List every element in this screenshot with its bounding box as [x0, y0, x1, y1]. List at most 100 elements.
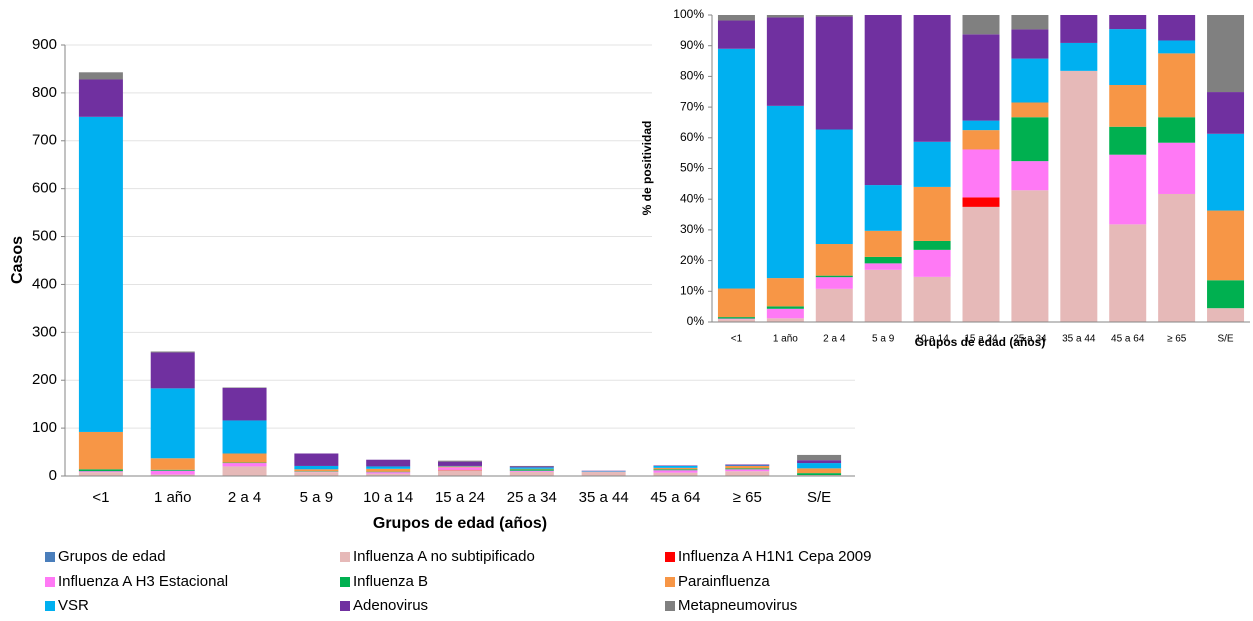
x-tick-label: 5 a 9 — [872, 334, 895, 345]
bar-segment — [717, 15, 755, 21]
x-tick-label: <1 — [731, 334, 743, 345]
bar-segment — [766, 17, 804, 106]
chart-panel: 0% 10% 20% 30% 40% 50% 60% 70% 80% 90% 100% <1 1 año… — [640, 0, 1253, 357]
bar-segment — [78, 72, 123, 80]
bar-segment — [962, 206, 1000, 322]
legend-label: Metapneumovirus — [678, 597, 797, 614]
legend-swatch — [340, 577, 350, 587]
bar-segment — [725, 471, 770, 476]
bar-segment — [150, 388, 195, 459]
bar-segment — [1158, 117, 1196, 143]
bar-segment — [78, 471, 123, 473]
bar-segment — [864, 185, 902, 231]
legend-swatch — [45, 552, 55, 562]
bar-segment — [962, 34, 1000, 121]
bar-segment — [766, 15, 804, 18]
x-tick-label: 45 a 64 — [1111, 334, 1145, 345]
bar-segment — [366, 468, 411, 472]
legend-swatch — [45, 601, 55, 611]
bar-segment — [1109, 29, 1147, 85]
bar-segment — [366, 459, 411, 467]
bar-segment — [815, 244, 853, 276]
x-tick-label: 15 a 24 — [435, 489, 485, 506]
bar-segment — [725, 469, 770, 472]
legend-swatch — [665, 577, 675, 587]
bar-segment — [653, 467, 698, 470]
bar-segment — [438, 467, 482, 470]
bar-segment — [150, 352, 195, 389]
bar-segment — [717, 288, 755, 318]
x-tick-label: 25 a 34 — [1013, 334, 1047, 345]
x-tick-label: 35 a 44 — [1062, 334, 1096, 345]
x-tick-label: 45 a 64 — [650, 489, 700, 506]
bar-segment — [1207, 133, 1245, 211]
bar-segment — [1207, 92, 1245, 134]
bar-segment — [913, 240, 951, 250]
bar-segment — [766, 318, 804, 322]
y-tick-label: 0% — [687, 314, 705, 328]
bar-segment — [581, 471, 626, 476]
bar-segment — [294, 469, 339, 472]
bar-segment — [1011, 58, 1049, 103]
bar-segment — [913, 276, 951, 322]
bar-segment — [1060, 15, 1098, 43]
bar-segment — [222, 466, 267, 476]
y-axis-title: Casos — [9, 236, 26, 284]
bar-segment — [1109, 224, 1147, 322]
bar-segment — [864, 15, 902, 186]
bar-segment — [913, 249, 951, 277]
bar-segment — [797, 460, 842, 464]
bar-segment — [366, 472, 411, 474]
x-tick-label: ≥ 65 — [733, 489, 762, 506]
legend-swatch — [45, 577, 55, 587]
bar-segment — [222, 387, 267, 421]
x-axis-title: Grupos de edad (años) — [373, 515, 547, 532]
bar-segment — [1158, 40, 1196, 54]
bar-segment — [222, 453, 267, 463]
y-tick-label: 0 — [49, 467, 57, 484]
y-tick-label: 80% — [680, 69, 704, 83]
bar-segment — [864, 269, 902, 322]
y-tick-label: 800 — [32, 84, 57, 101]
bar-segment — [150, 469, 195, 471]
bar-segment — [366, 473, 411, 476]
bar-segment — [864, 256, 902, 264]
y-tick-label: 30% — [680, 222, 704, 236]
legend-label: VSR — [58, 597, 89, 614]
bar-segment — [366, 466, 411, 469]
bar-segment — [78, 472, 123, 476]
bar-segment — [717, 319, 755, 322]
bar-segment — [78, 79, 123, 117]
legend-swatch — [665, 601, 675, 611]
x-tick-label: 1 año — [154, 489, 192, 506]
bar-segment — [913, 15, 951, 142]
bar-segment — [150, 470, 195, 475]
x-tick-label: 1 año — [773, 334, 798, 345]
bar-segment — [653, 470, 698, 473]
bar-segment — [766, 306, 804, 309]
bar-segment — [509, 471, 554, 476]
bar-segment — [150, 351, 195, 353]
bar-segment — [1207, 210, 1245, 281]
bar-segment — [78, 431, 123, 470]
x-tick-label: S/E — [1217, 334, 1233, 345]
legend-label: Adenovirus — [353, 597, 428, 614]
bar-segment — [1011, 102, 1049, 118]
bar-segment — [717, 48, 755, 289]
bar-segment — [1011, 161, 1049, 191]
bar-segment — [797, 463, 842, 469]
bar-segment — [1011, 29, 1049, 59]
bar-segment — [913, 186, 951, 241]
bar-segment — [1158, 193, 1196, 322]
x-tick-label: 25 a 34 — [507, 489, 557, 506]
bar-segment — [766, 278, 804, 307]
x-tick-label: 2 a 4 — [823, 334, 846, 345]
bar-segment — [962, 130, 1000, 150]
bar-segment — [78, 116, 123, 432]
bar-segment — [1207, 15, 1245, 93]
bar-segment — [294, 465, 339, 470]
y-tick-label: 200 — [32, 371, 57, 388]
legend-swatch — [340, 552, 350, 562]
bar-segment — [864, 263, 902, 270]
bar-segment — [717, 318, 755, 320]
